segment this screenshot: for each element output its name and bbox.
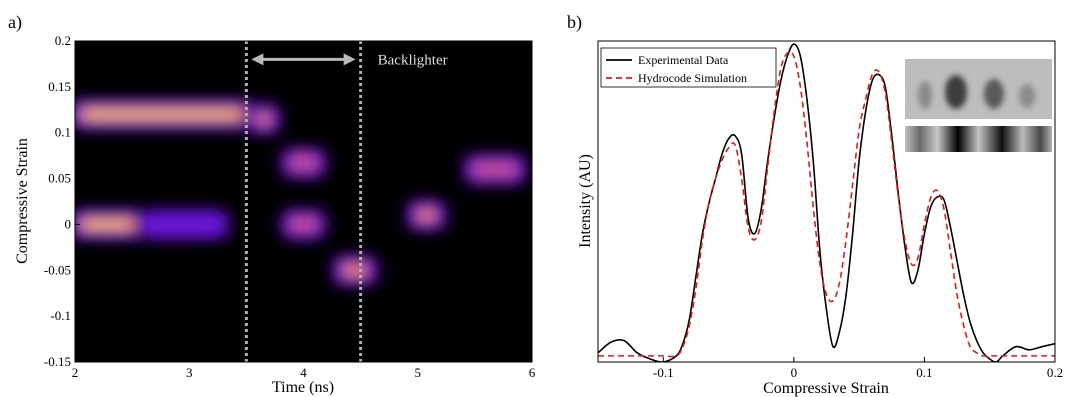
line-y-axis-title: Intensity (AU)	[577, 154, 594, 248]
legend-label-experimental: Experimental Data	[638, 53, 729, 67]
heatmap-feature-0	[75, 97, 261, 132]
heatmap-x-tick-label: 2	[72, 365, 79, 380]
backlighter-arrow	[251, 53, 356, 66]
heatmap-y-axis-title: Compressive Strain	[14, 138, 31, 264]
line-panel: Experimental Data Hydrocode Simulation -…	[577, 40, 1063, 397]
heatmap-y-tick-label: 0	[65, 216, 72, 231]
heatmap-feature-2	[135, 207, 232, 242]
panel-b-label: b)	[567, 12, 582, 33]
line-x-tick-label: 0.1	[916, 365, 932, 380]
heatmap-feature-3	[244, 101, 283, 136]
heatmap-panel: Backlighter 2 3 4 5 6 -0.15 -0.1 -0.05 0 0.05 0.1…	[14, 33, 536, 396]
heatmap-feature-1	[75, 207, 152, 242]
legend: Experimental Data Hydrocode Simulation	[600, 47, 777, 88]
line-x-tick-label: -0.1	[653, 365, 674, 380]
heatmap-y-tick-label: -0.15	[44, 354, 71, 369]
heatmap-feature-5	[278, 207, 329, 242]
line-x-axis-title: Compressive Strain	[763, 380, 889, 397]
heatmap-y-tick-label: 0.1	[55, 125, 71, 140]
line-plot-frame	[597, 40, 1056, 363]
heatmap-feature-6	[329, 253, 381, 288]
heatmap-feature-4	[278, 145, 329, 180]
heatmap-y-tick-label: -0.1	[50, 308, 71, 323]
line-x-tick-label: 0.2	[1047, 365, 1063, 380]
heatmap-y-tick-label: 0.2	[55, 33, 71, 48]
legend-box	[600, 47, 777, 88]
heatmap-y-tick-label: 0.15	[48, 79, 71, 94]
heatmap-background	[75, 41, 532, 362]
panel-a-label: a)	[8, 12, 22, 33]
heatmap-y-tick-label: -0.05	[44, 262, 71, 277]
series-line-experimental	[598, 43, 1055, 362]
heatmap-x-tick-label: 5	[415, 365, 422, 380]
heatmap-x-axis-title: Time (ns)	[272, 379, 334, 396]
heatmap-feature-8	[461, 152, 529, 187]
heatmap-x-tick-label: 4	[300, 365, 307, 380]
heatmap-x-tick-label: 3	[186, 365, 193, 380]
heatmap-x-tick-label: 6	[529, 365, 536, 380]
heatmap-y-tick-label: 0.05	[48, 171, 71, 186]
line-x-tick-label: 0	[791, 365, 798, 380]
inset-simulation-image	[905, 126, 1052, 152]
legend-label-simulation: Hydrocode Simulation	[638, 71, 747, 85]
series-line-simulation	[598, 51, 1055, 358]
backlighter-label: Backlighter	[378, 52, 448, 68]
heatmap-feature-7	[404, 198, 449, 233]
inset-experimental-image	[905, 59, 1052, 119]
